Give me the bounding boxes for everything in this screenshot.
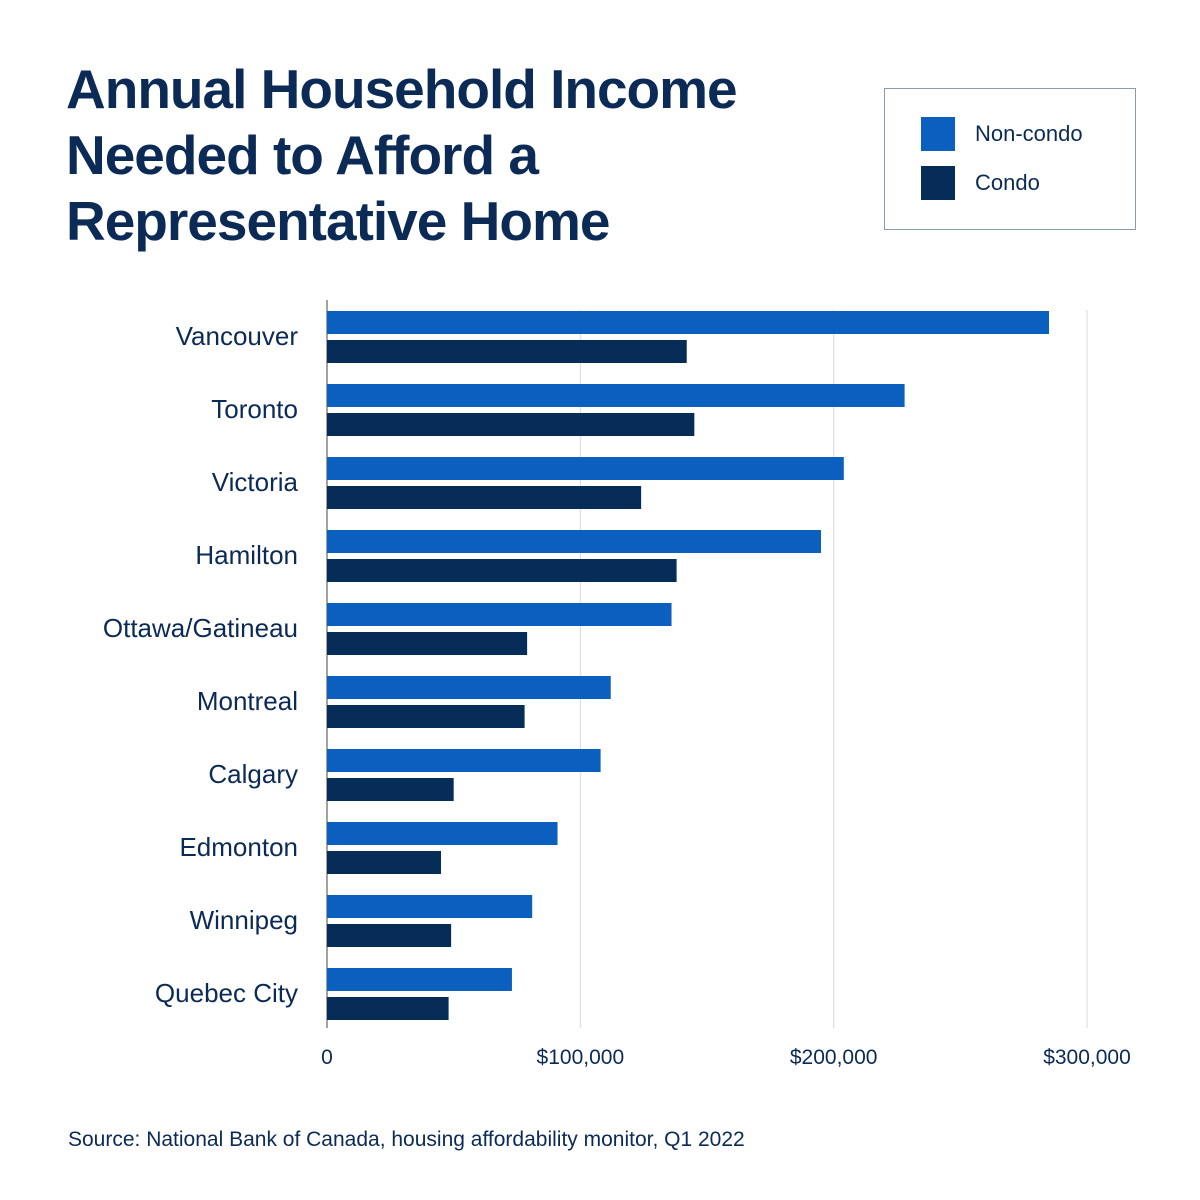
bar-non-condo (327, 895, 533, 918)
x-tick-label: 0 (321, 1046, 333, 1069)
bar-condo (327, 778, 454, 801)
category-label: Montreal (197, 686, 298, 716)
legend-swatch-non-condo (921, 117, 955, 151)
bar-non-condo (327, 530, 821, 553)
category-label: Calgary (208, 759, 298, 789)
bar-condo (327, 632, 528, 655)
category-label: Toronto (211, 394, 298, 424)
legend-item-condo: Condo (921, 166, 1040, 200)
bar-non-condo (327, 676, 611, 699)
legend-label: Condo (975, 170, 1040, 195)
bar-condo (327, 924, 452, 947)
bar-condo (327, 705, 525, 728)
legend-swatch-condo (921, 166, 955, 200)
legend-item-non-condo: Non-condo (921, 117, 1083, 151)
x-tick-label: $100,000 (537, 1046, 625, 1069)
bar-non-condo (327, 822, 558, 845)
bar-condo (327, 486, 642, 509)
x-tick-label: $200,000 (790, 1046, 878, 1069)
chart-title: Annual Household Income Needed to Afford… (66, 58, 738, 252)
bar-non-condo (327, 749, 601, 772)
bar-non-condo (327, 311, 1049, 334)
bar-non-condo (327, 384, 905, 407)
bar-condo (327, 340, 687, 363)
bar-condo (327, 559, 677, 582)
category-label: Winnipeg (190, 905, 298, 935)
bar-non-condo (327, 968, 512, 991)
legend: Non-condo Condo (884, 88, 1136, 230)
category-label: Victoria (212, 467, 299, 497)
source-note: Source: National Bank of Canada, housing… (68, 1128, 745, 1151)
bar-condo (327, 413, 695, 436)
bar-condo (327, 851, 441, 874)
x-tick-label: $300,000 (1043, 1046, 1131, 1069)
category-label: Ottawa/Gatineau (103, 613, 298, 643)
bar-condo (327, 997, 449, 1020)
legend-label: Non-condo (975, 121, 1083, 146)
category-label: Vancouver (176, 321, 299, 351)
category-label: Quebec City (155, 978, 298, 1008)
category-label: Hamilton (195, 540, 298, 570)
bar-non-condo (327, 603, 672, 626)
category-label: Edmonton (179, 832, 298, 862)
bar-non-condo (327, 457, 844, 480)
